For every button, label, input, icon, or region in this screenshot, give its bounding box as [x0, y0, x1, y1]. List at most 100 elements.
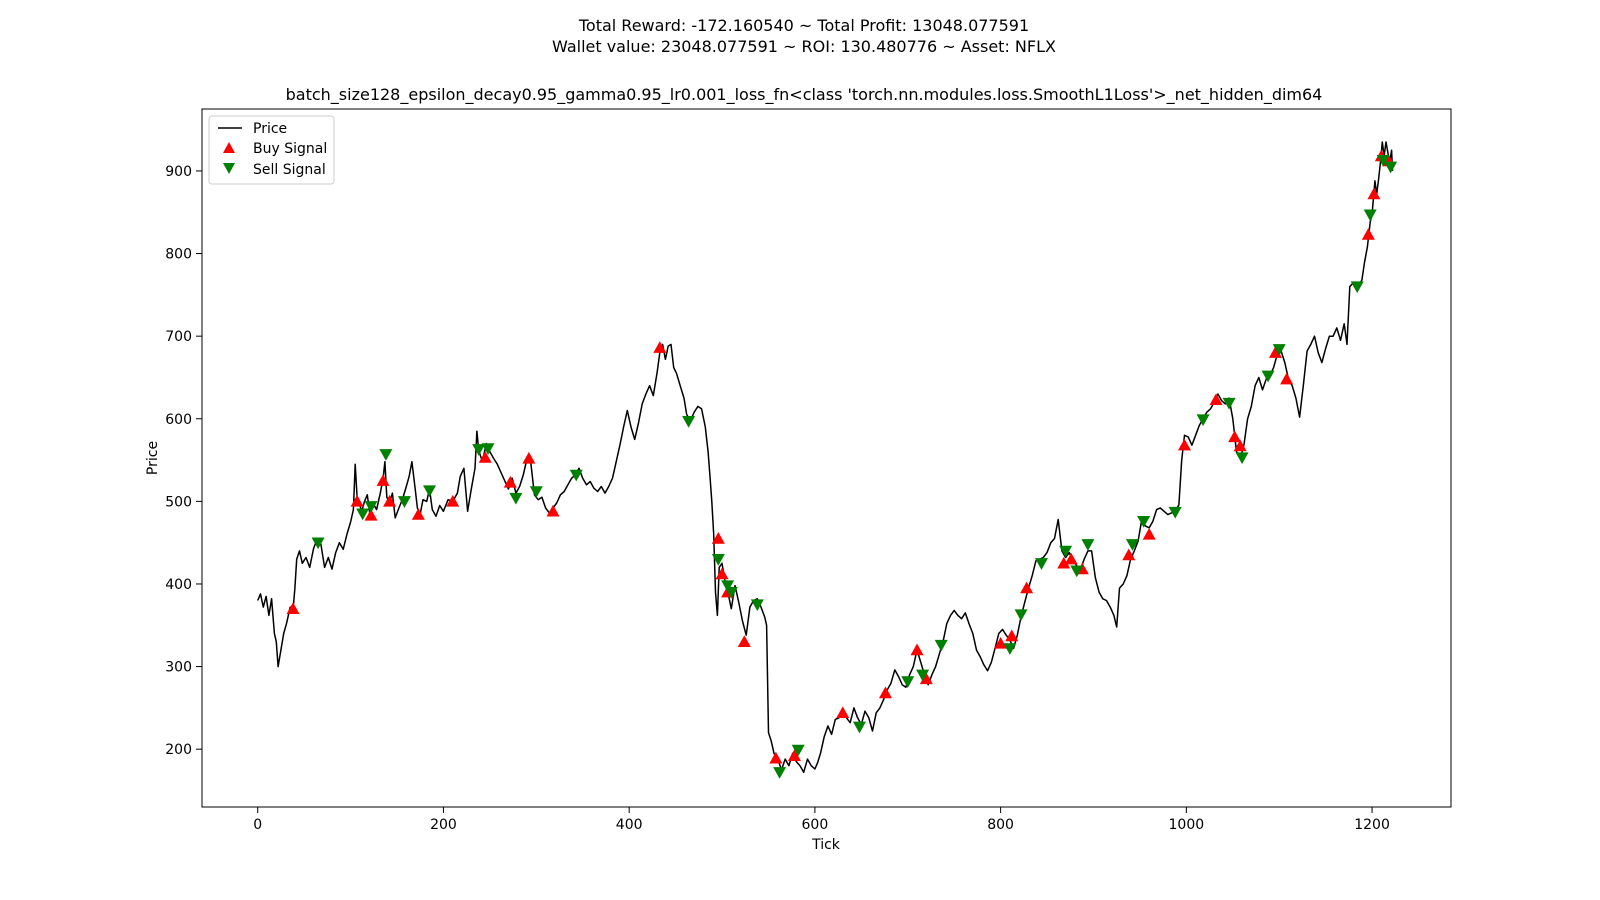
buy-signal-marker	[522, 451, 536, 464]
buy-signal-marker	[286, 602, 300, 614]
sell-signal-marker	[773, 767, 787, 779]
buy-signal-marker	[878, 686, 892, 699]
sell-signal-marker	[934, 639, 948, 652]
sell-signal-marker	[791, 744, 805, 757]
buy-signal-marker	[1142, 527, 1156, 540]
x-tick-label: 600	[802, 817, 829, 833]
sell-signal-marker	[1034, 558, 1048, 570]
sell-signal-marker	[423, 485, 437, 498]
sell-signal-marker	[1196, 414, 1210, 427]
buy-signal-marker	[1177, 438, 1191, 451]
sell-signal-marker	[397, 496, 411, 508]
sell-signal-marker	[724, 587, 738, 599]
buy-signal-marker	[769, 751, 783, 764]
legend-buy-swatch	[223, 142, 235, 153]
y-tick-label: 400	[165, 577, 192, 593]
sell-signal-marker	[1350, 281, 1364, 294]
legend: Price Buy Signal Sell Signal	[208, 115, 335, 185]
buy-signal-marker	[350, 494, 364, 507]
buy-signal-marker	[994, 636, 1008, 649]
buy-signal-marker	[1005, 629, 1019, 642]
buy-signal-marker	[1280, 372, 1294, 385]
buy-signal-marker	[1020, 581, 1034, 594]
sell-signal-marker	[682, 416, 696, 428]
sell-signal-marker	[1261, 370, 1275, 383]
x-tick-label: 400	[616, 817, 643, 833]
x-axis-label: Tick	[811, 837, 841, 853]
title-line-1: Total Reward: -172.160540 ~ Total Profit…	[578, 16, 1029, 35]
sell-signal-marker	[1376, 155, 1390, 167]
buy-signal-marker	[737, 635, 751, 647]
y-tick-label: 800	[165, 247, 192, 263]
sell-signal-marker	[379, 449, 393, 461]
sell-signal-marker	[1081, 539, 1095, 551]
sell-signal-marker	[569, 469, 583, 482]
buy-signal-marker	[383, 494, 397, 507]
sell-signal-marker	[1137, 515, 1151, 528]
sell-signal-marker	[1003, 643, 1017, 655]
buy-signal-marker	[836, 706, 850, 719]
sell-signal-marker	[509, 492, 523, 505]
legend-box	[208, 115, 335, 185]
buy-signal-marker	[1367, 187, 1381, 200]
sell-signal-marker	[852, 721, 866, 734]
sell-signal-marker	[356, 508, 370, 521]
sell-signal-marker	[529, 486, 543, 498]
legend-price-label: Price	[253, 121, 287, 137]
x-tick-label: 1000	[1169, 817, 1205, 833]
x-tick-label: 1200	[1354, 817, 1390, 833]
buy-signal-marker	[376, 474, 390, 486]
sell-signal-marker	[901, 676, 915, 688]
legend-sell-label: Sell Signal	[253, 162, 326, 178]
buy-signal-marker	[1122, 548, 1136, 561]
buy-signal-marker	[711, 532, 725, 544]
sell-signal-marker	[1384, 161, 1398, 174]
sell-signal-marker	[1222, 397, 1236, 410]
buy-signal-marker	[446, 494, 460, 507]
buy-signal-marker	[1233, 439, 1247, 452]
buy-signal-marker	[1228, 430, 1242, 443]
y-tick-label: 900	[165, 164, 192, 180]
legend-buy-label: Buy Signal	[253, 141, 327, 157]
y-tick-label: 200	[165, 742, 192, 758]
legend-sell-swatch	[223, 163, 235, 174]
x-tick-label: 0	[253, 817, 262, 833]
buy-signal-marker	[364, 508, 378, 521]
plot-frame	[201, 108, 1452, 808]
chart-title: Total Reward: -172.160540 ~ Total Profit…	[286, 16, 1323, 105]
y-tick-label: 300	[165, 660, 192, 676]
sell-signal-marker	[1014, 609, 1028, 622]
sell-signal-marker	[481, 443, 495, 456]
sell-signal-marker	[711, 553, 725, 566]
sell-signal-marker	[916, 669, 930, 682]
sell-signal-marker	[721, 580, 735, 593]
buy-signal-marker	[478, 451, 492, 463]
buy-signal-marker	[787, 749, 801, 761]
sell-signal-marker	[1125, 539, 1139, 551]
buy-signal-marker	[1209, 393, 1223, 405]
y-tick-label: 700	[165, 329, 192, 345]
sell-signal-marker	[750, 599, 764, 612]
x-tick-label: 200	[430, 817, 457, 833]
sell-signal-marker	[1070, 565, 1084, 578]
y-tick-label: 500	[165, 494, 192, 510]
buy-signal-marker	[919, 672, 933, 685]
buy-signal-marker	[546, 504, 560, 517]
sell-signal-marker	[1168, 506, 1182, 519]
sell-signal-marker	[1059, 545, 1073, 558]
buy-signal-marker	[411, 508, 425, 520]
y-tick-label: 600	[165, 412, 192, 428]
sell-signal-marker	[364, 501, 378, 513]
axes-layer: 0 200 400 600 800 1000 1200 200 300 400 500 600 700 8…	[165, 164, 1390, 833]
buy-signal-marker	[1361, 228, 1375, 240]
buy-signal-marker	[1057, 556, 1071, 569]
x-tick-label: 800	[987, 817, 1014, 833]
buy-signal-marker	[503, 475, 517, 488]
buy-signal-marker	[715, 567, 729, 580]
title-line-2: Wallet value: 23048.077591 ~ ROI: 130.48…	[552, 37, 1056, 56]
sell-signal-marker	[311, 537, 325, 550]
title-line-4: batch_size128_epsilon_decay0.95_gamma0.9…	[286, 85, 1323, 105]
sell-signal-marker	[1272, 344, 1286, 356]
sell-signal-marker	[472, 444, 486, 456]
